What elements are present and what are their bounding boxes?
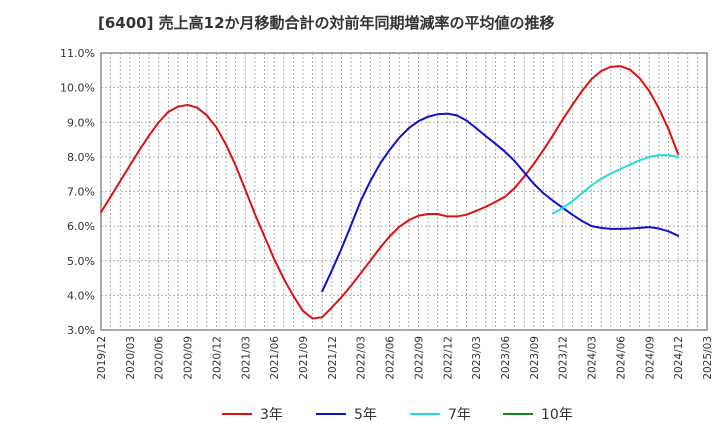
x-tick-label: 2021/06 [269, 336, 281, 380]
series-line-1 [100, 65, 680, 320]
y-tick-label: 6.0% [67, 220, 95, 233]
y-tick-label: 10.0% [60, 82, 95, 95]
series-layer [100, 65, 680, 320]
legend-label-1: 3年 [260, 407, 283, 423]
x-tick-label: 2020/12 [211, 336, 223, 380]
series-line-3 [552, 154, 680, 215]
y-tick-label: 5.0% [67, 255, 95, 268]
x-tick-label: 2021/03 [240, 336, 252, 380]
legend-label-2: 5年 [354, 407, 377, 423]
chart-title: [6400] 売上高12か月移動合計の対前年同期増減率の平均値の推移 [98, 14, 555, 32]
x-tick-label: 2024/12 [673, 336, 685, 380]
y-tick-label: 11.0% [60, 47, 95, 60]
x-tick-label: 2023/12 [558, 336, 570, 380]
legend: 3年 5年 7年 10年 [222, 407, 573, 423]
series-line-2 [321, 112, 680, 293]
x-tick-label: 2021/12 [327, 336, 339, 380]
x-tick-label: 2022/06 [385, 336, 397, 380]
x-tick-label: 2023/09 [529, 336, 541, 380]
x-tick-label: 2022/09 [413, 336, 425, 380]
x-tick-label: 2022/12 [442, 336, 454, 380]
x-tick-label: 2025/03 [702, 336, 714, 380]
y-axis-ticks: 11.0% 10.0% 9.0% 8.0% 7.0% 6.0% 5.0% 4.0% 3.0% [60, 47, 95, 337]
x-tick-label: 2024/06 [615, 336, 627, 380]
x-tick-label: 2020/06 [154, 336, 166, 380]
y-tick-label: 3.0% [67, 324, 95, 337]
x-tick-label: 2023/06 [500, 336, 512, 380]
x-tick-label: 2022/03 [356, 336, 368, 380]
legend-label-3: 7年 [448, 407, 471, 423]
y-tick-label: 7.0% [67, 186, 95, 199]
x-tick-label: 2020/09 [183, 336, 195, 380]
x-tick-label: 2023/03 [471, 336, 483, 380]
plot-area [100, 52, 708, 331]
y-tick-label: 4.0% [67, 289, 95, 302]
x-tick-label: 2024/03 [587, 336, 599, 380]
legend-label-4: 10年 [541, 407, 573, 423]
x-tick-label: 2019/12 [96, 336, 108, 380]
x-tick-label: 2020/03 [125, 336, 137, 380]
y-tick-label: 9.0% [67, 116, 95, 129]
grid-layer [101, 53, 707, 330]
x-axis-ticks: 2019/12 2020/03 2020/06 2020/09 2020/12 2021/… [96, 336, 714, 380]
x-tick-label: 2024/09 [644, 336, 656, 380]
x-tick-label: 2021/09 [298, 336, 310, 380]
y-tick-label: 8.0% [67, 151, 95, 164]
